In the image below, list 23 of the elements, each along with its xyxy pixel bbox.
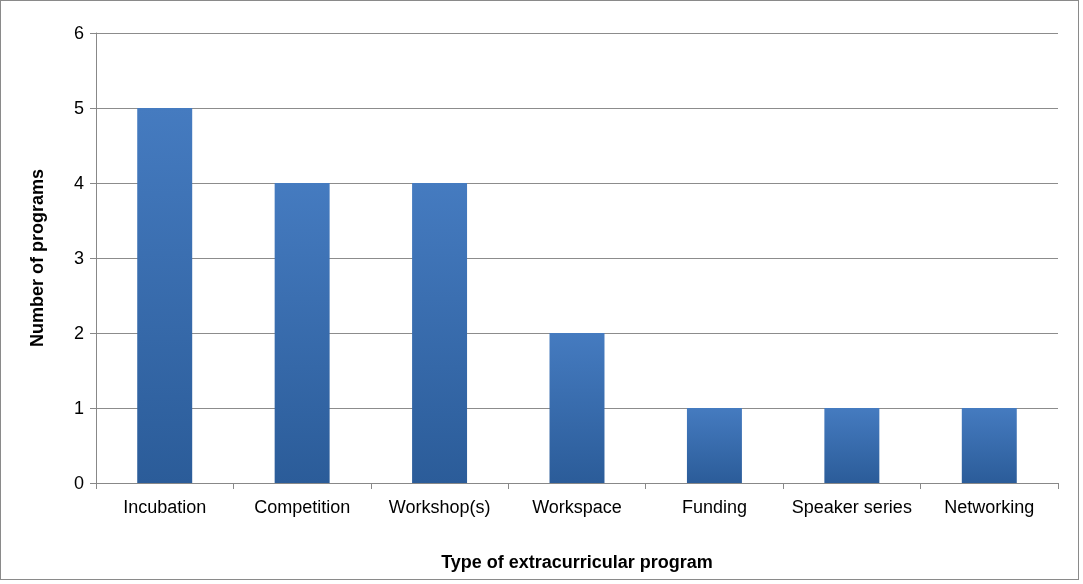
bar bbox=[686, 408, 742, 483]
y-tick-label: 2 bbox=[73, 323, 84, 343]
x-tick-label: Competition bbox=[254, 497, 351, 517]
bar bbox=[549, 333, 605, 483]
y-tick-label: 1 bbox=[73, 398, 84, 418]
y-tick-label: 4 bbox=[73, 173, 84, 193]
x-tick-label: Networking bbox=[944, 497, 1035, 517]
x-tick-label: Speaker series bbox=[791, 497, 912, 517]
y-tick-label: 0 bbox=[73, 473, 84, 493]
bar bbox=[274, 183, 330, 483]
bar bbox=[824, 408, 880, 483]
bar bbox=[961, 408, 1017, 483]
y-axis-title: Number of programs bbox=[27, 168, 47, 348]
x-tick-label: Incubation bbox=[123, 497, 207, 517]
bar bbox=[412, 183, 468, 483]
x-axis-title: Type of extracurricular program bbox=[441, 552, 713, 572]
y-tick-label: 3 bbox=[73, 248, 84, 268]
x-tick-label: Workspace bbox=[532, 497, 622, 517]
x-tick-label: Funding bbox=[681, 497, 747, 517]
y-tick-label: 6 bbox=[73, 23, 84, 43]
x-tick-label: Workshop(s) bbox=[388, 497, 491, 517]
bar bbox=[137, 108, 193, 483]
y-tick-label: 5 bbox=[73, 98, 84, 118]
